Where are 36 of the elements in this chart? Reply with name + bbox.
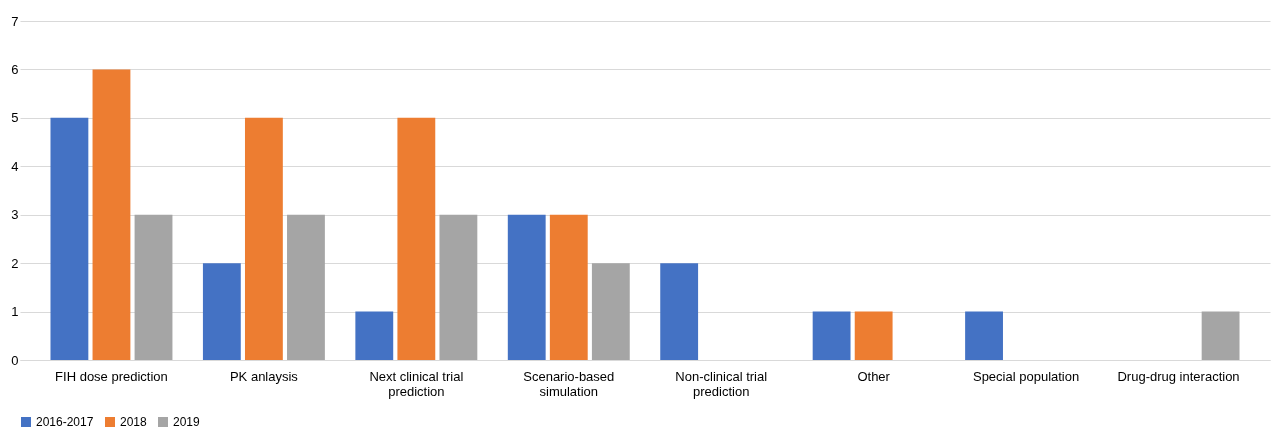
bar [244,117,283,360]
y-tick-label: 5 [11,110,19,126]
bar [591,263,630,360]
bar [854,311,893,360]
bar [134,214,173,360]
y-tick-label: 1 [11,304,19,320]
x-tick-label: Next clinical trial prediction [369,368,464,399]
bar [507,214,546,360]
x-tick-label: FIH dose prediction [55,368,168,384]
legend-label: 2016-2017 [36,415,94,429]
bar [660,263,699,360]
bar [202,263,241,360]
bar [1201,311,1240,360]
x-tick-label: Special population [972,368,1080,384]
bar [549,214,588,360]
y-tick-label: 7 [11,13,19,29]
bar [397,117,436,360]
x-tick-label: Non-clinical trial prediction [675,368,768,399]
x-tick-label: Scenario-based simulation [523,368,615,399]
legend-label: 2019 [173,415,201,429]
y-tick-label: 4 [11,158,19,174]
x-tick-label: Other [857,368,891,384]
y-tick-label: 2 [11,255,19,271]
bar [50,117,89,360]
x-tick-label: PK anlaysis [229,368,299,384]
y-tick-label: 6 [11,61,19,77]
y-tick-label: 3 [11,207,19,223]
y-tick-label: 0 [11,352,19,368]
x-tick-label: Drug-drug interaction [1117,368,1240,384]
bar [812,311,851,360]
bar [355,311,394,360]
bar [965,311,1003,360]
legend-label: 2018 [120,415,148,429]
bar [92,69,131,360]
bar [287,214,325,360]
bar [439,214,478,360]
